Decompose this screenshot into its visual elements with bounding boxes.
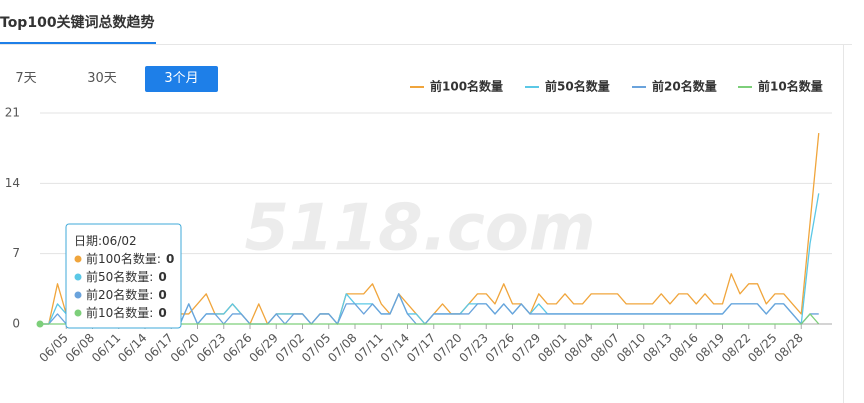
- x-tick-label: 08/13: [640, 331, 674, 365]
- page-title: Top100关键词总数趋势: [0, 15, 155, 31]
- x-tick-label: 08/01: [535, 331, 569, 365]
- tooltip-date: 日期:06/02: [74, 234, 137, 248]
- x-tick-label: 07/20: [430, 331, 464, 365]
- x-tick-label: 07/08: [325, 331, 359, 365]
- x-tick-label: 06/11: [89, 331, 123, 365]
- x-tick-label: 08/19: [693, 331, 727, 365]
- tooltip-label: 前10名数量:: [86, 305, 153, 320]
- x-tick-label: 08/28: [771, 331, 805, 365]
- tab[interactable]: 7天: [15, 71, 37, 86]
- tooltip-date-part: 06/02: [102, 234, 137, 248]
- tooltip-item: 前10名数量: 0: [86, 305, 167, 320]
- right-border: [843, 44, 844, 403]
- header-border: [0, 44, 852, 45]
- tooltip-value: 0: [166, 252, 174, 266]
- legend-label: 前100名数量: [430, 79, 503, 94]
- x-tick-label: 06/23: [194, 331, 228, 365]
- x-tick-label: 07/05: [299, 331, 333, 365]
- x-tick-label: 07/02: [273, 331, 307, 365]
- watermark: 5118.com: [244, 192, 595, 266]
- x-tick-label: 06/29: [246, 331, 280, 365]
- tooltip-label: 前20名数量:: [86, 287, 153, 302]
- x-tick-label: 08/04: [561, 331, 595, 365]
- y-tick-label: 21: [5, 106, 20, 120]
- x-tick-label: 06/14: [115, 331, 149, 365]
- legend-label: 前20名数量: [652, 79, 717, 94]
- hover-dot: [36, 320, 44, 328]
- x-tick-label: 07/14: [378, 331, 412, 365]
- tooltip-item: 前100名数量: 0: [86, 251, 174, 266]
- x-tick-label: 07/29: [509, 331, 543, 365]
- x-tick-label: 06/05: [36, 331, 70, 365]
- tooltip-date-part: 日期:: [74, 234, 102, 248]
- x-tick-label: 07/23: [456, 331, 490, 365]
- tooltip-item: 前50名数量: 0: [86, 269, 167, 284]
- tooltip-value: 0: [158, 288, 166, 302]
- x-tick-label: 08/10: [614, 331, 648, 365]
- tooltip-value: 0: [158, 270, 166, 284]
- x-tick-label: 08/25: [745, 331, 779, 365]
- tooltip-marker: [74, 309, 82, 317]
- x-tick-label: 07/26: [483, 331, 517, 365]
- tooltip-marker: [74, 255, 82, 263]
- x-tick-label: 06/20: [168, 331, 202, 365]
- x-tick-label: 07/17: [404, 331, 438, 365]
- x-tick-label: 08/22: [719, 331, 753, 365]
- tooltip-marker: [74, 291, 82, 299]
- tooltip-box: [65, 223, 182, 329]
- x-tick-label: 06/26: [220, 331, 254, 365]
- x-tick-label: 06/17: [141, 331, 175, 365]
- y-tick-label: 0: [12, 317, 20, 331]
- legend-label: 前10名数量: [758, 79, 823, 94]
- tooltip-label: 前100名数量:: [86, 251, 161, 266]
- tab-active[interactable]: 3个月: [145, 66, 218, 92]
- x-tick-label: 08/16: [666, 331, 700, 365]
- x-tick-label: 08/07: [588, 331, 622, 365]
- title-underline: [0, 42, 156, 44]
- tooltip-marker: [74, 273, 82, 281]
- legend-label: 前50名数量: [545, 79, 610, 94]
- y-tick-label: 14: [5, 176, 20, 190]
- tooltip-value: 0: [158, 306, 166, 320]
- tooltip-item: 前20名数量: 0: [86, 287, 167, 302]
- y-tick-label: 7: [12, 246, 20, 260]
- tooltip-label: 前50名数量:: [86, 269, 153, 284]
- x-tick-label: 06/08: [63, 331, 97, 365]
- x-tick-label: 07/11: [351, 331, 385, 365]
- tab[interactable]: 30天: [87, 71, 117, 86]
